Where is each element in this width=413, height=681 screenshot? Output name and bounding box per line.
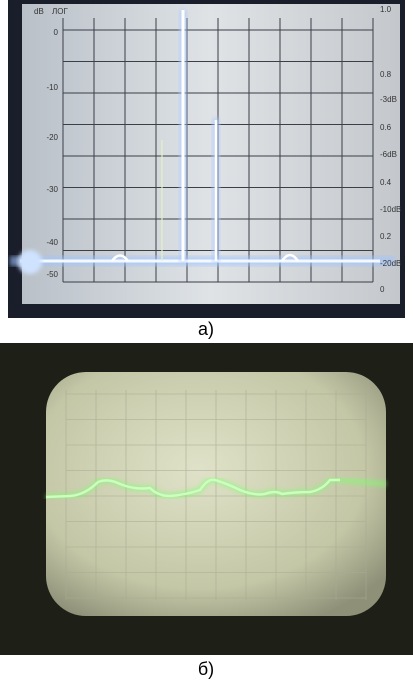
caption: а)	[198, 319, 214, 339]
left-scale-label: -20	[46, 133, 58, 142]
left-scale-label: -50	[46, 270, 58, 279]
graticule	[65, 390, 367, 600]
unit-label: dB	[34, 7, 44, 16]
mode-label: ЛОГ	[52, 7, 68, 16]
left-scale-label: -40	[46, 238, 58, 247]
left-scale-label: -10	[46, 83, 58, 92]
left-scale-label: 0	[54, 28, 59, 37]
left-scale-label: -30	[46, 185, 58, 194]
right-scale-label: -3dB	[380, 95, 397, 104]
scales: dB ЛОГ 0 -10 -20 -30 -40 -50 1.0 0.8 -3dB 0.6 -6dB…	[34, 5, 401, 294]
right-scale-label: 0.6	[380, 123, 392, 132]
right-scale-label: 0.4	[380, 178, 392, 187]
right-scale-label: 0.2	[380, 232, 392, 241]
right-scale-label: -20dB	[380, 259, 401, 268]
trace	[45, 476, 387, 500]
right-scale-label: 0	[380, 285, 385, 294]
right-scale-label: 0.8	[380, 70, 392, 79]
right-scale-label: -6dB	[380, 150, 397, 159]
right-scale-label: 1.0	[380, 5, 392, 14]
caption: б)	[198, 659, 214, 679]
trace	[10, 10, 395, 274]
screen	[22, 4, 400, 304]
right-scale-label: -10dB	[380, 205, 401, 214]
